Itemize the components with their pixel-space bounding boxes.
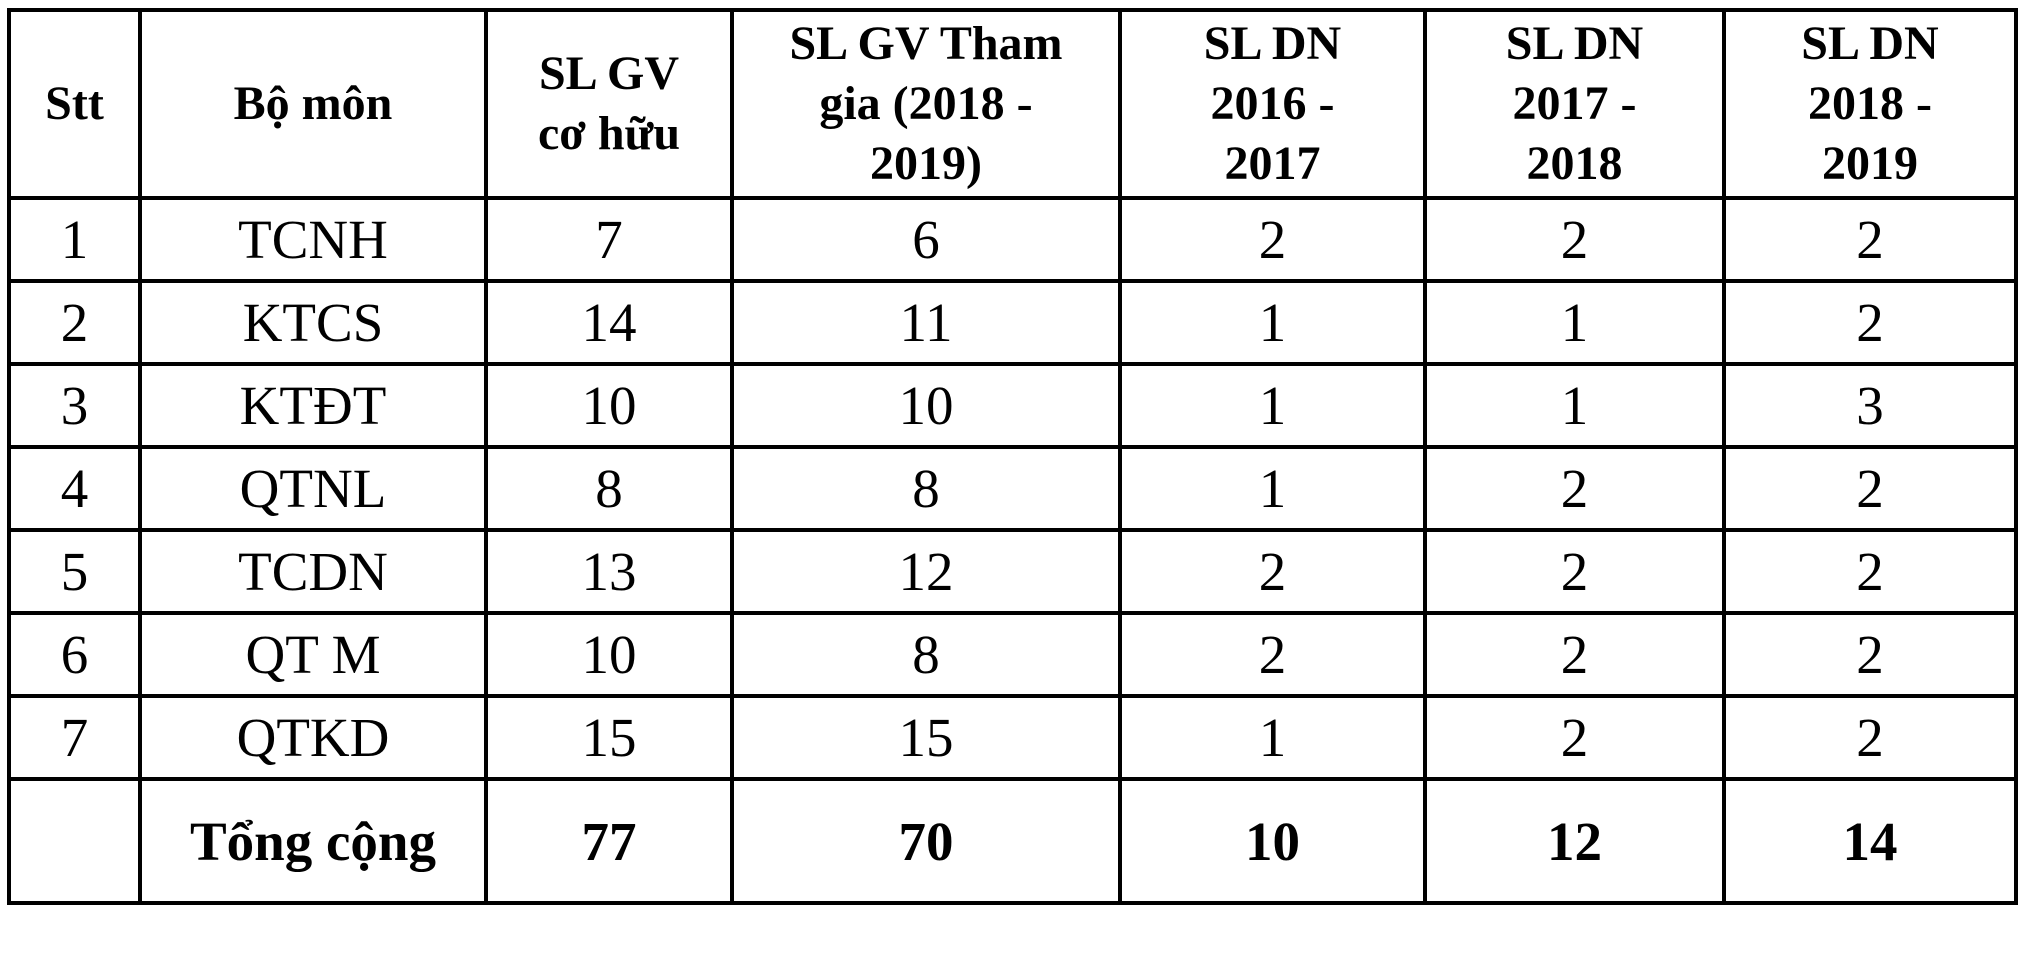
- total-value-cell: 77: [484, 777, 734, 905]
- total-value-cell: [7, 777, 142, 905]
- column-header-0: Stt: [7, 8, 142, 200]
- total-value-cell: 10: [1118, 777, 1427, 905]
- row-number-cell: 7: [7, 694, 142, 781]
- value-cell: 15: [730, 694, 1122, 781]
- value-cell: 7: [484, 196, 734, 283]
- value-cell: 2: [1722, 196, 2018, 283]
- table-row-5: 5 TCDN 13 12 2 2 2: [7, 528, 2018, 615]
- header-row: Stt Bộ môn SL GV cơ hữu SL GV Tham gia (201…: [7, 8, 2018, 200]
- row-number-cell: 4: [7, 445, 142, 532]
- table-row-1: 1 TCNH 7 6 2 2 2: [7, 196, 2018, 283]
- value-cell: 2: [1423, 611, 1726, 698]
- table-header: Stt Bộ môn SL GV cơ hữu SL GV Tham gia (201…: [7, 8, 2018, 200]
- row-number-cell: 2: [7, 279, 142, 366]
- table-body: 1 TCNH 7 6 2 2 2 2 KTCS 14 11 1 1 2 3 KTĐT 10 10 1 1 3 4 QTNL 8…: [7, 196, 2018, 905]
- value-cell: 8: [730, 611, 1122, 698]
- value-cell: 2: [1423, 694, 1726, 781]
- value-cell: 6: [730, 196, 1122, 283]
- table-row-6: 6 QT M 10 8 2 2 2: [7, 611, 2018, 698]
- department-cell: TCDN: [138, 528, 488, 615]
- value-cell: 1: [1118, 362, 1427, 449]
- department-cell: QT M: [138, 611, 488, 698]
- value-cell: 2: [1722, 445, 2018, 532]
- department-cell: KTCS: [138, 279, 488, 366]
- value-cell: 8: [730, 445, 1122, 532]
- value-cell: 2: [1722, 279, 2018, 366]
- table-row-4: 4 QTNL 8 8 1 2 2: [7, 445, 2018, 532]
- value-cell: 14: [484, 279, 734, 366]
- column-header-5: SL DN 2017 - 2018: [1423, 8, 1726, 200]
- value-cell: 2: [1722, 611, 2018, 698]
- column-header-3: SL GV Tham gia (2018 - 2019): [730, 8, 1122, 200]
- column-header-1: Bộ môn: [138, 8, 488, 200]
- value-cell: 2: [1423, 445, 1726, 532]
- column-header-4: SL DN 2016 - 2017: [1118, 8, 1427, 200]
- value-cell: 2: [1118, 611, 1427, 698]
- value-cell: 15: [484, 694, 734, 781]
- value-cell: 2: [1722, 528, 2018, 615]
- department-cell: QTKD: [138, 694, 488, 781]
- total-value-cell: 14: [1722, 777, 2018, 905]
- value-cell: 2: [1722, 694, 2018, 781]
- value-cell: 12: [730, 528, 1122, 615]
- value-cell: 1: [1423, 362, 1726, 449]
- value-cell: 8: [484, 445, 734, 532]
- total-value-cell: 70: [730, 777, 1122, 905]
- value-cell: 1: [1118, 445, 1427, 532]
- column-header-2: SL GV cơ hữu: [484, 8, 734, 200]
- column-header-6: SL DN 2018 - 2019: [1722, 8, 2018, 200]
- value-cell: 1: [1118, 279, 1427, 366]
- value-cell: 1: [1118, 694, 1427, 781]
- value-cell: 3: [1722, 362, 2018, 449]
- value-cell: 10: [730, 362, 1122, 449]
- total-value-cell: 12: [1423, 777, 1726, 905]
- row-number-cell: 3: [7, 362, 142, 449]
- department-cell: TCNH: [138, 196, 488, 283]
- department-statistics-table: Stt Bộ môn SL GV cơ hữu SL GV Tham gia (201…: [7, 8, 2018, 905]
- department-cell: QTNL: [138, 445, 488, 532]
- total-label-cell: Tổng cộng: [138, 777, 488, 905]
- row-number-cell: 5: [7, 528, 142, 615]
- table-row-3: 3 KTĐT 10 10 1 1 3: [7, 362, 2018, 449]
- value-cell: 11: [730, 279, 1122, 366]
- department-cell: KTĐT: [138, 362, 488, 449]
- total-row: Tổng cộng 77 70 10 12 14: [7, 777, 2018, 905]
- row-number-cell: 1: [7, 196, 142, 283]
- value-cell: 2: [1118, 196, 1427, 283]
- value-cell: 10: [484, 611, 734, 698]
- row-number-cell: 6: [7, 611, 142, 698]
- value-cell: 2: [1118, 528, 1427, 615]
- table-row-7: 7 QTKD 15 15 1 2 2: [7, 694, 2018, 781]
- value-cell: 13: [484, 528, 734, 615]
- value-cell: 10: [484, 362, 734, 449]
- value-cell: 2: [1423, 196, 1726, 283]
- value-cell: 1: [1423, 279, 1726, 366]
- table-row-2: 2 KTCS 14 11 1 1 2: [7, 279, 2018, 366]
- value-cell: 2: [1423, 528, 1726, 615]
